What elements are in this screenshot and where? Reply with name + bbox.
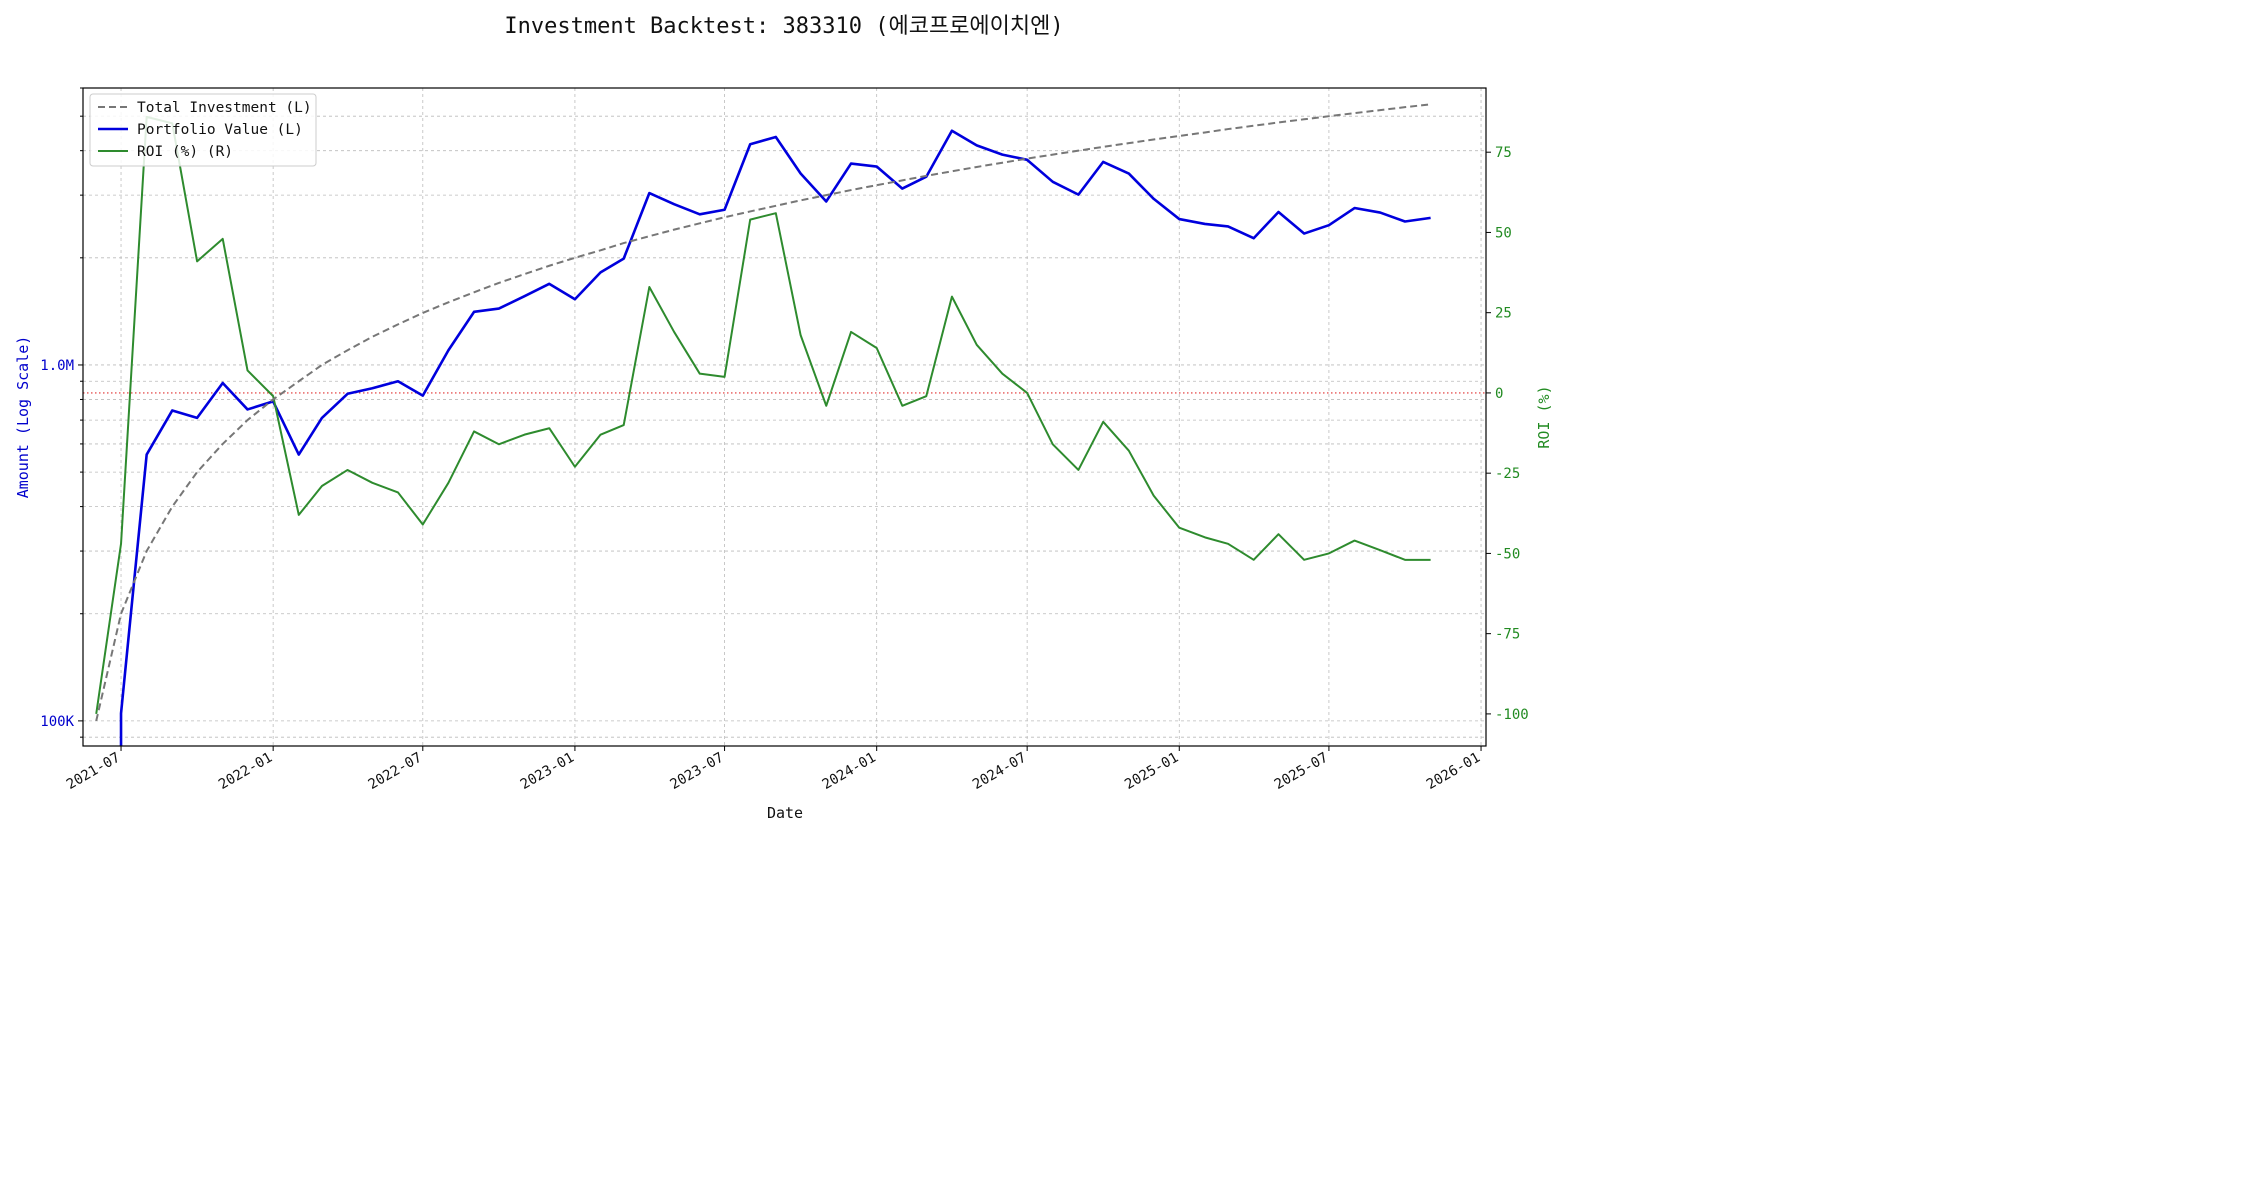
left-axis-tick-label: 1.0M: [40, 358, 74, 374]
right-axis-tick-label: -25: [1495, 466, 1520, 482]
legend-box: [89, 93, 317, 167]
right-axis-tick-label: -50: [1495, 546, 1520, 562]
right-axis-tick-label: 25: [1495, 306, 1512, 322]
right-axis-tick-label: 0: [1495, 386, 1503, 402]
legend-label-portfolio: Portfolio Value (L): [137, 122, 303, 138]
right-axis: -100 -75 -50 -25 0 25 50 75: [1486, 145, 1529, 723]
investment-line: [95, 103, 1431, 722]
chart-root: Investment Backtest: 383310 (에코프로에이치엔) 1…: [0, 0, 1560, 834]
chart-svg: Investment Backtest: 383310 (에코프로에이치엔) 1…: [0, 0, 1560, 834]
y-right-axis-label: ROI (%): [1535, 385, 1553, 448]
grid-lines: [83, 87, 1486, 746]
legend: Total Investment (L) Portfolio Value (L)…: [89, 93, 317, 167]
x-axis-label: Date: [767, 804, 803, 822]
left-axis-tick-label: 100K: [40, 714, 74, 730]
legend-label-roi: ROI (%) (R): [137, 144, 233, 160]
right-axis-tick-label: 75: [1495, 145, 1512, 161]
y-left-axis-label: Amount (Log Scale): [14, 336, 32, 499]
legend-label-investment: Total Investment (L): [137, 100, 312, 116]
right-axis-tick-label: 50: [1495, 225, 1512, 241]
portfolio-line: [119, 129, 1431, 746]
chart-title: Investment Backtest: 383310 (에코프로에이치엔): [504, 14, 1063, 39]
roi-line: [95, 115, 1431, 715]
left-axis: 100K 1.0M: [40, 87, 83, 738]
right-axis-tick-label: -75: [1495, 627, 1520, 643]
plot-frame: [82, 87, 1487, 747]
right-axis-tick-label: -100: [1495, 707, 1529, 723]
series-group: [95, 103, 1431, 746]
